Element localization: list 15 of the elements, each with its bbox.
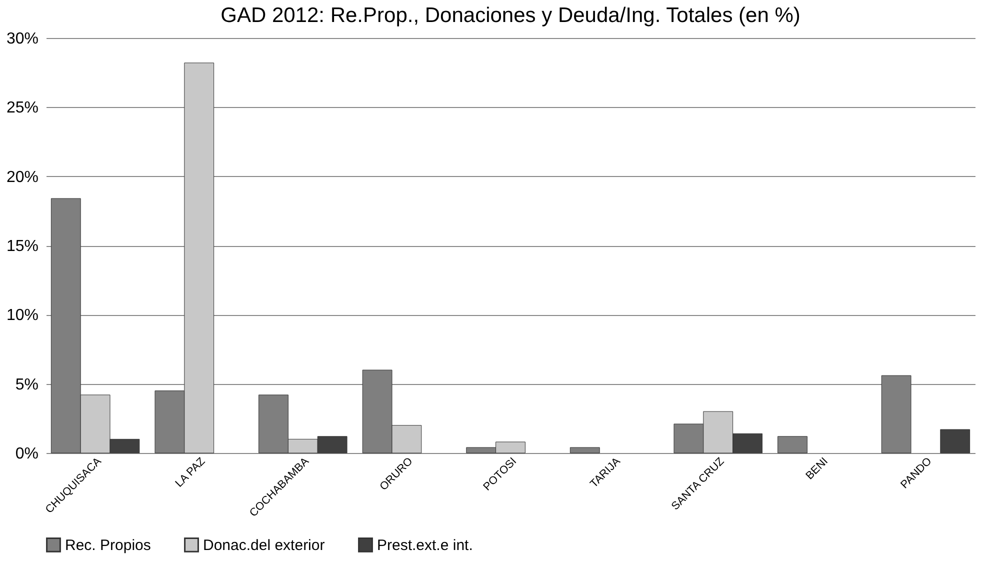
bar	[778, 436, 808, 454]
y-tick-label: 15%	[6, 238, 38, 255]
legend-label: Rec. Propios	[65, 536, 151, 554]
y-tick-label: 0%	[15, 446, 38, 462]
y-tick-label: 25%	[6, 100, 38, 117]
x-tick-label: LA PAZ	[173, 455, 208, 490]
legend-label: Prest.ext.e int.	[377, 536, 473, 554]
bar	[940, 429, 970, 454]
y-tick-label: 5%	[15, 376, 38, 394]
y-tick-label: 30%	[6, 30, 38, 48]
chart-title: GAD 2012: Re.Prop., Donaciones y Deuda/Ing. Totales (en %)	[220, 4, 800, 27]
y-tick-label: 10%	[6, 307, 38, 324]
y-tick-label: 20%	[6, 168, 38, 186]
legend-label: Donac.del exterior	[203, 536, 325, 554]
bar	[570, 447, 600, 454]
